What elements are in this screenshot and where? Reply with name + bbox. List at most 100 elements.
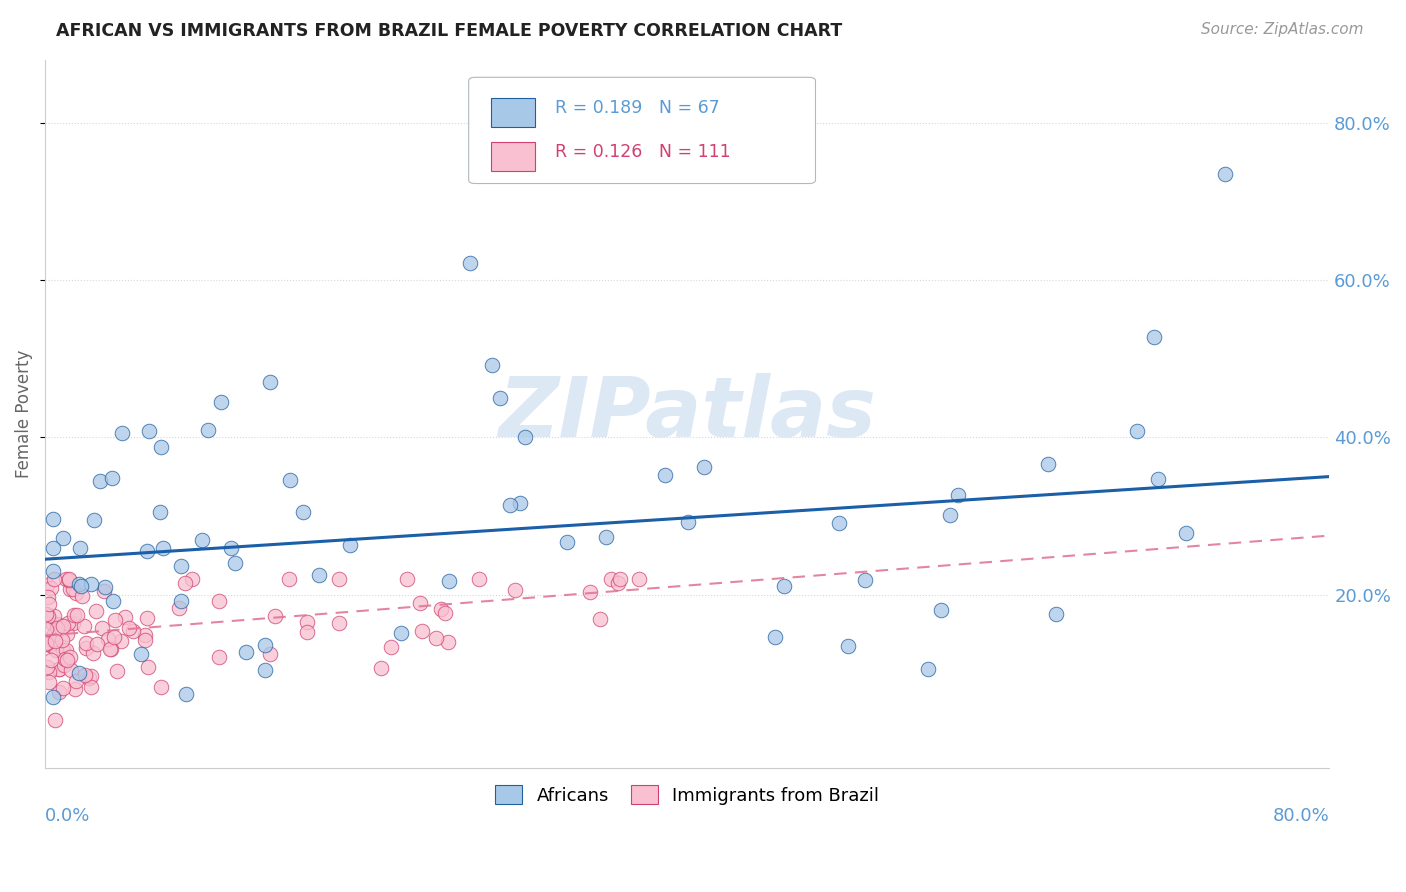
Point xyxy=(297,624,319,639)
Point xyxy=(628,572,651,586)
Point xyxy=(433,607,456,621)
Point xyxy=(97,632,120,647)
Point xyxy=(763,630,786,644)
Point xyxy=(425,631,447,645)
Point xyxy=(39,581,62,595)
Point xyxy=(328,615,350,630)
Point xyxy=(62,615,84,630)
Point xyxy=(370,660,392,674)
FancyBboxPatch shape xyxy=(491,142,536,171)
Point xyxy=(70,579,93,593)
Point xyxy=(773,579,796,593)
Point xyxy=(253,663,276,677)
Point xyxy=(488,392,510,406)
Point xyxy=(39,653,62,667)
Point xyxy=(1147,472,1170,486)
Point xyxy=(1175,525,1198,540)
Point xyxy=(208,594,231,608)
Point xyxy=(103,630,125,644)
Point xyxy=(35,607,58,621)
Point xyxy=(59,582,82,596)
Point xyxy=(42,627,65,641)
Text: R = 0.126   N = 111: R = 0.126 N = 111 xyxy=(555,143,730,161)
Point xyxy=(84,604,107,618)
Point xyxy=(1045,607,1067,622)
Point xyxy=(38,638,60,652)
Point xyxy=(58,572,80,586)
Point xyxy=(169,558,191,573)
Point xyxy=(44,633,66,648)
Point xyxy=(101,594,124,608)
Point xyxy=(42,541,65,555)
Point xyxy=(917,662,939,676)
Point xyxy=(46,616,69,631)
Point xyxy=(35,637,58,651)
Point xyxy=(67,666,90,681)
Point xyxy=(67,577,90,591)
Point xyxy=(75,641,97,656)
Point xyxy=(693,460,716,475)
Point xyxy=(89,474,111,488)
Point xyxy=(1213,167,1236,181)
Point xyxy=(136,544,159,558)
Point xyxy=(69,541,91,555)
Point xyxy=(458,255,481,269)
Point xyxy=(38,597,60,611)
Point xyxy=(149,440,172,454)
Point xyxy=(150,680,173,694)
Point xyxy=(121,624,143,638)
Text: R = 0.189   N = 67: R = 0.189 N = 67 xyxy=(555,99,720,117)
Point xyxy=(52,643,75,657)
Point xyxy=(35,623,58,637)
Point xyxy=(52,681,75,695)
Point xyxy=(114,610,136,624)
Point xyxy=(291,505,314,519)
Point xyxy=(152,541,174,555)
Point xyxy=(339,538,361,552)
Point xyxy=(929,603,952,617)
Point xyxy=(70,589,93,603)
Point xyxy=(138,424,160,438)
FancyBboxPatch shape xyxy=(491,98,536,128)
Point xyxy=(295,615,318,629)
Point xyxy=(167,601,190,615)
Y-axis label: Female Poverty: Female Poverty xyxy=(15,350,32,478)
Point xyxy=(80,577,103,591)
Point xyxy=(55,572,77,586)
Point xyxy=(51,633,73,648)
Point xyxy=(129,648,152,662)
Point xyxy=(80,668,103,682)
Point xyxy=(654,468,676,483)
Point xyxy=(135,611,157,625)
Point xyxy=(101,471,124,485)
Point xyxy=(62,582,84,597)
Point xyxy=(181,572,204,586)
Point xyxy=(117,621,139,635)
Point xyxy=(73,619,96,633)
Point xyxy=(396,572,419,586)
Point xyxy=(503,582,526,597)
Point xyxy=(45,642,67,657)
Point xyxy=(607,576,630,591)
Point xyxy=(55,627,77,641)
Point xyxy=(409,596,432,610)
Point xyxy=(48,662,70,676)
Point xyxy=(136,660,159,674)
Point xyxy=(555,534,578,549)
Point xyxy=(56,653,79,667)
Point xyxy=(224,556,246,570)
Point xyxy=(308,567,330,582)
Point xyxy=(380,640,402,654)
Point xyxy=(38,674,60,689)
Point xyxy=(609,572,631,586)
Point xyxy=(42,572,65,586)
Point xyxy=(515,430,537,444)
Point xyxy=(1036,457,1059,471)
Point xyxy=(46,621,69,635)
Point xyxy=(853,573,876,587)
Point xyxy=(42,512,65,526)
Point xyxy=(46,620,69,634)
Point xyxy=(35,636,58,650)
Point xyxy=(58,650,80,665)
Point xyxy=(259,647,281,661)
